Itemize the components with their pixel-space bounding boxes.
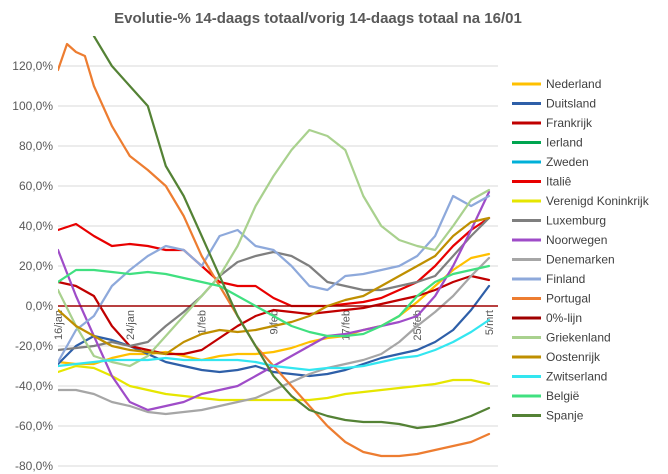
series-line-13 (58, 128, 491, 368)
y-tick-label: 20,0% (19, 259, 53, 273)
series-line-17 (92, 36, 491, 430)
series-line-7 (58, 216, 491, 352)
y-tick-label: 100,0% (12, 99, 53, 113)
y-tick-label: -40,0% (15, 379, 53, 393)
y-tick-label: 0,0% (26, 299, 54, 313)
series-line-10 (58, 194, 491, 364)
y-tick-label: 120,0% (12, 59, 53, 73)
legend-label: Portugal (546, 292, 591, 306)
y-tick-label: -60,0% (15, 419, 53, 433)
legend-label: Finland (546, 272, 585, 286)
legend-label: Noorwegen (546, 233, 607, 247)
legend-label: Zweden (546, 155, 589, 169)
series-line-14 (58, 216, 491, 356)
legend-label: Luxemburg (546, 214, 606, 228)
legend-label: Zwitserland (546, 370, 607, 384)
x-tick-label: 5/mrt (484, 310, 496, 335)
series-line-9 (58, 256, 491, 416)
legend-label: 0%-lijn (546, 311, 582, 325)
series-line-6 (58, 364, 491, 402)
legend-label: Frankrijk (546, 116, 593, 130)
x-tick-label: 1/feb (197, 310, 209, 334)
series-line-0 (58, 252, 491, 366)
chart-title: Evolutie-% 14-daags totaal/vorig 14-daag… (114, 10, 522, 27)
legend-label: Oostenrijk (546, 350, 601, 364)
x-tick-label: 24/jan (125, 310, 137, 340)
legend-label: Verenigd Koninkrijk (546, 194, 650, 208)
gridlines (58, 65, 498, 467)
series-line-15 (58, 318, 491, 372)
y-tick-label: -80,0% (15, 459, 53, 473)
legend-label: Griekenland (546, 331, 611, 345)
legend-label: Duitsland (546, 97, 596, 111)
x-tick-label: 16/jan (53, 310, 65, 340)
y-tick-label: -20,0% (15, 339, 53, 353)
legend-label: Ierland (546, 136, 583, 150)
plot-area (58, 36, 498, 458)
y-tick-label: 60,0% (19, 179, 53, 193)
y-tick-label: 80,0% (19, 139, 53, 153)
legend-label: België (546, 389, 580, 403)
y-axis: -80,0% -60,0% -40,0% -20,0% 0,0% 20,0% 40,0% 60… (12, 59, 53, 473)
legend: Nederland Duitsland Frankrijk Ierland Zweden… (512, 77, 650, 423)
y-tick-label: 40,0% (19, 219, 53, 233)
legend-label: Denemarken (546, 253, 615, 267)
legend-label: Nederland (546, 77, 601, 91)
series-line-16 (58, 264, 491, 338)
legend-label: Spanje (546, 409, 584, 423)
legend-label: Italiê (546, 175, 572, 189)
